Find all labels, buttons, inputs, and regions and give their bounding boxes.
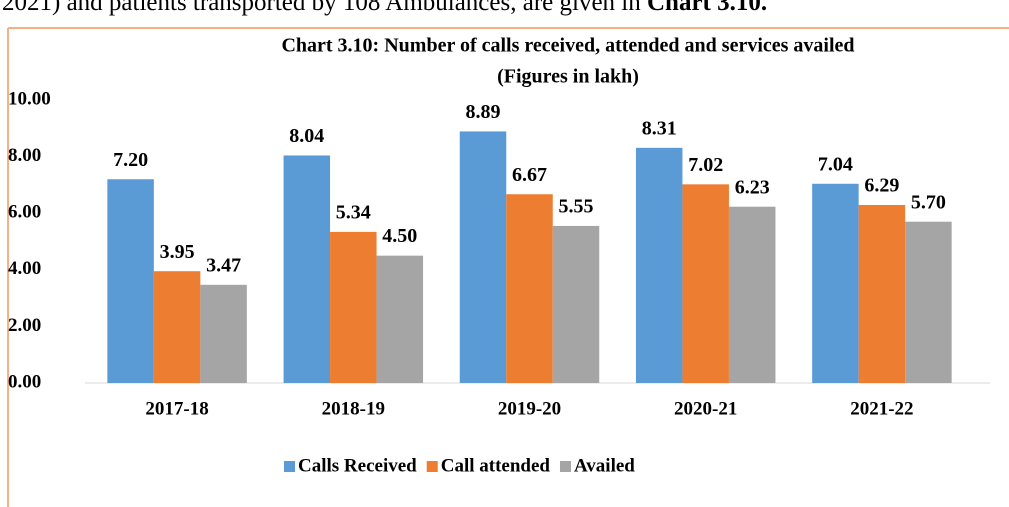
value-label: 8.89 bbox=[466, 101, 501, 123]
bar bbox=[330, 231, 377, 383]
chart-subtitle: (Figures in lakh) bbox=[497, 66, 639, 88]
x-tick-label: 2019-20 bbox=[498, 398, 561, 419]
value-label: 3.47 bbox=[206, 254, 241, 276]
bar bbox=[283, 155, 331, 383]
legend-label: Calls Received bbox=[298, 455, 417, 476]
legend-swatch bbox=[284, 461, 295, 472]
bar bbox=[200, 284, 247, 383]
chart-title: Chart 3.10: Number of calls received, at… bbox=[281, 35, 854, 57]
bar bbox=[506, 194, 553, 383]
bar bbox=[858, 204, 906, 383]
value-label: 8.04 bbox=[289, 125, 324, 147]
y-tick-label: 6.00 bbox=[8, 202, 41, 223]
bar bbox=[682, 184, 729, 383]
x-tick-label: 2021-22 bbox=[850, 398, 913, 419]
x-tick-label: 2020-21 bbox=[674, 398, 737, 419]
bar bbox=[905, 221, 952, 383]
bar bbox=[376, 255, 424, 383]
x-tick-label: 2017-18 bbox=[145, 398, 208, 419]
legend-label: Availed bbox=[574, 455, 635, 476]
value-label: 5.70 bbox=[911, 191, 946, 213]
context-bold: Chart 3.10. bbox=[647, 0, 767, 16]
value-label: 5.55 bbox=[559, 196, 594, 218]
value-label: 3.95 bbox=[160, 241, 195, 263]
bar bbox=[728, 206, 776, 383]
value-label: 7.20 bbox=[113, 149, 148, 171]
y-tick-label: 0.00 bbox=[8, 371, 41, 392]
legend-label: Call attended bbox=[441, 455, 551, 476]
x-tick-label: 2018-19 bbox=[322, 398, 385, 419]
value-label: 7.02 bbox=[688, 154, 723, 176]
bar bbox=[812, 183, 859, 383]
bar bbox=[635, 147, 683, 383]
y-tick-label: 2.00 bbox=[8, 315, 41, 336]
value-label: 6.67 bbox=[512, 164, 547, 186]
y-tick-label: 8.00 bbox=[8, 145, 41, 166]
y-tick-label: 4.00 bbox=[8, 258, 41, 279]
bar bbox=[552, 225, 600, 383]
value-label: 4.50 bbox=[382, 225, 417, 247]
value-label: 6.29 bbox=[864, 175, 899, 197]
bar bbox=[107, 179, 154, 383]
bar bbox=[459, 131, 507, 383]
value-label: 8.31 bbox=[642, 117, 677, 139]
y-tick-label: 10.00 bbox=[8, 88, 51, 109]
legend-swatch bbox=[559, 461, 571, 472]
context-text: 2021) and patients transported by 108 Am… bbox=[2, 0, 767, 16]
value-label: 6.23 bbox=[735, 176, 770, 198]
value-label: 7.04 bbox=[818, 153, 853, 175]
legend-swatch bbox=[426, 461, 438, 472]
bar bbox=[153, 271, 201, 383]
context-plain: 2021) and patients transported by 108 Am… bbox=[2, 0, 647, 16]
value-label: 5.34 bbox=[336, 201, 371, 223]
